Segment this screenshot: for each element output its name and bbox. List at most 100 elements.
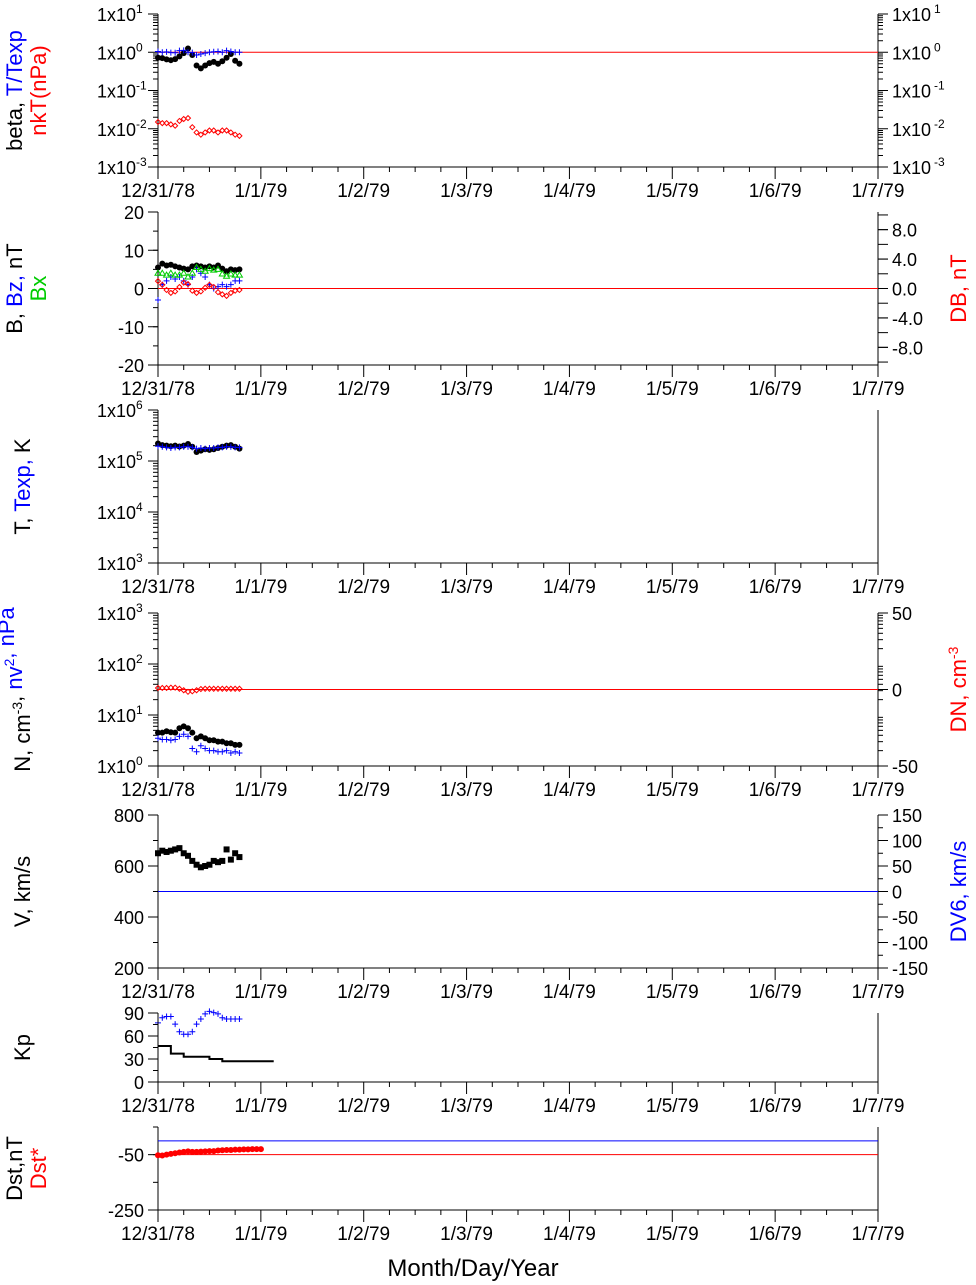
data-point [223, 54, 230, 61]
data-point [189, 729, 196, 736]
data-point [210, 127, 217, 134]
data-point [227, 443, 234, 450]
data-point [197, 742, 204, 749]
data-point [219, 685, 226, 692]
data-point [159, 684, 166, 692]
y-axis-label-part: , [2, 690, 27, 702]
data-point [202, 1148, 209, 1155]
data-point [193, 748, 200, 755]
data-point [236, 444, 243, 451]
y-axis-label-part: nv [2, 666, 27, 689]
data-point [219, 49, 226, 56]
data-point [201, 284, 209, 291]
data-point [215, 859, 222, 866]
data-point [201, 129, 209, 136]
data-point [210, 285, 217, 292]
x-tick-label: 12/31/78 [121, 577, 195, 598]
left-tick-label: 200 [114, 959, 144, 979]
x-tick-label: 12/31/78 [121, 181, 195, 202]
data-point [210, 857, 217, 864]
x-tick-label: 1/2/79 [337, 1096, 390, 1117]
data-point [155, 296, 161, 303]
data-point [185, 733, 192, 740]
left-tick-label: 10 [124, 241, 144, 261]
right-tick-label: 0 [892, 681, 902, 701]
data-point [172, 49, 179, 56]
data-point [193, 62, 200, 69]
x-tick-label: 1/2/79 [337, 181, 390, 202]
data-point [202, 445, 209, 452]
data-point [227, 48, 234, 55]
y-axis-label: Dst* [26, 1147, 51, 1189]
x-axis-title: Month/Day/Year [387, 1255, 558, 1282]
data-point [163, 286, 170, 294]
x-tick-label: 1/3/79 [440, 181, 493, 202]
data-point [155, 1152, 161, 1159]
x-tick-label: 1/7/79 [852, 1096, 905, 1117]
data-point [159, 1014, 166, 1021]
data-point [219, 291, 226, 298]
x-tick-label: 1/2/79 [337, 982, 390, 1003]
x-tick-label: 1/1/79 [234, 181, 287, 202]
data-point [171, 122, 179, 129]
y-axis-label-part: 2 [1, 658, 17, 666]
x-tick-label: 1/7/79 [852, 780, 905, 801]
y-axis-label: N, cm-3, nv2, nPa [0, 606, 35, 771]
data-point [214, 265, 222, 272]
y-axis-label-part: -3 [9, 702, 25, 715]
kp-step-line [158, 1044, 274, 1063]
data-point [232, 57, 239, 64]
data-point [236, 749, 243, 756]
x-tick-label: 1/7/79 [852, 1224, 905, 1245]
data-point [253, 1146, 260, 1153]
data-point [167, 444, 174, 451]
data-point [205, 264, 214, 272]
data-point [197, 131, 205, 138]
data-point [184, 280, 192, 288]
y-axis-label: V, km/s [10, 856, 35, 927]
data-point [167, 847, 174, 854]
right-tick-label: 50 [892, 857, 912, 877]
data-point [215, 738, 222, 745]
data-point [189, 444, 196, 451]
x-tick-label: 12/31/78 [121, 982, 195, 1003]
data-point [219, 58, 226, 65]
y-axis-label-part: Bx [26, 276, 51, 302]
data-point [154, 118, 162, 126]
data-point [232, 741, 239, 748]
data-point [189, 123, 196, 131]
right-tick-label: 4.0 [892, 250, 917, 270]
data-point [197, 65, 204, 72]
data-point [236, 60, 243, 67]
data-point [202, 274, 209, 281]
data-point [185, 443, 192, 450]
data-point [185, 266, 192, 273]
data-point [223, 846, 230, 853]
left-tick-label: 0 [134, 280, 144, 300]
data-point [219, 748, 226, 755]
data-point [167, 1013, 174, 1020]
left-tick-exponent: 1 [136, 2, 143, 16]
right-tick-label: 1x10 [892, 158, 931, 178]
data-point [236, 286, 243, 294]
data-point [180, 687, 187, 694]
data-point [193, 289, 200, 297]
data-point [227, 685, 235, 692]
data-point [193, 1148, 200, 1155]
left-tick-label: 1x10 [97, 43, 136, 63]
left-tick-label: -20 [118, 356, 144, 376]
data-point [189, 1148, 196, 1155]
data-point [155, 850, 161, 857]
data-point [167, 684, 175, 691]
data-point [172, 56, 179, 63]
y-axis-label: B, Bz, nT [2, 243, 27, 334]
y-axis-label-part: nT [2, 243, 27, 269]
data-point [223, 47, 230, 54]
data-point [193, 51, 200, 58]
data-point [184, 273, 192, 280]
y2-axis-label: DN, cm-3 [945, 646, 971, 732]
data-point [189, 745, 196, 752]
data-point [227, 289, 235, 297]
